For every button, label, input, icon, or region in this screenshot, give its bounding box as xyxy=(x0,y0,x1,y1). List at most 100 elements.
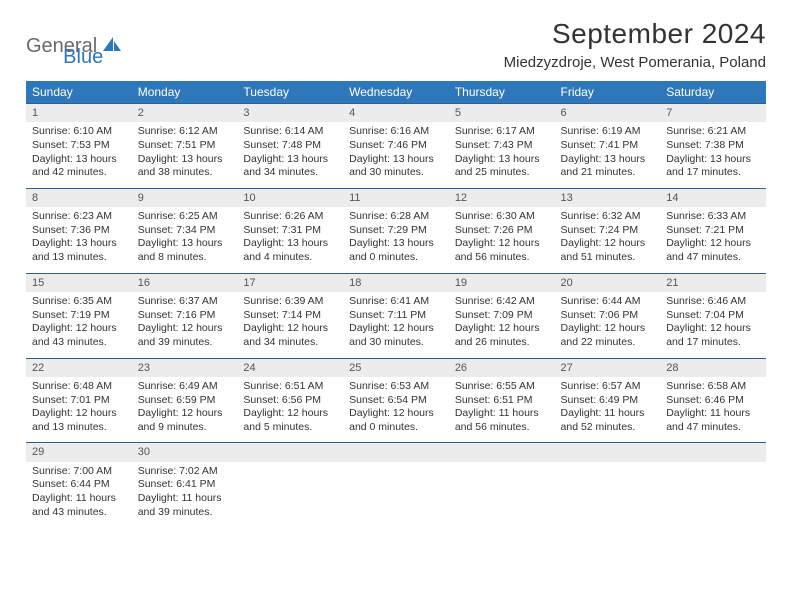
day-number: 14 xyxy=(660,188,766,207)
day-sr: Sunrise: 6:28 AM xyxy=(349,210,443,224)
day-cell: 22Sunrise: 6:48 AMSunset: 7:01 PMDayligh… xyxy=(26,358,132,443)
calendar-table: Sunday Monday Tuesday Wednesday Thursday… xyxy=(26,81,766,527)
day-number: 24 xyxy=(237,358,343,377)
day-cell: 17Sunrise: 6:39 AMSunset: 7:14 PMDayligh… xyxy=(237,273,343,358)
day-cell xyxy=(449,442,555,527)
day-d1: Daylight: 11 hours xyxy=(561,407,655,421)
day-cell: 5Sunrise: 6:17 AMSunset: 7:43 PMDaylight… xyxy=(449,103,555,188)
day-ss: Sunset: 7:11 PM xyxy=(349,309,443,323)
day-d1: Daylight: 12 hours xyxy=(32,407,126,421)
day-number: 6 xyxy=(555,103,661,122)
day-number-empty xyxy=(237,442,343,461)
day-cell xyxy=(555,442,661,527)
day-d2: and 39 minutes. xyxy=(138,506,232,520)
day-cell: 6Sunrise: 6:19 AMSunset: 7:41 PMDaylight… xyxy=(555,103,661,188)
day-ss: Sunset: 7:24 PM xyxy=(561,224,655,238)
day-d1: Daylight: 13 hours xyxy=(349,153,443,167)
dow-monday: Monday xyxy=(132,81,238,103)
day-number: 15 xyxy=(26,273,132,292)
logo-text-blue: Blue xyxy=(63,46,103,69)
week-row: 8Sunrise: 6:23 AMSunset: 7:36 PMDaylight… xyxy=(26,188,766,273)
day-body: Sunrise: 6:25 AMSunset: 7:34 PMDaylight:… xyxy=(132,207,238,273)
day-ss: Sunset: 7:14 PM xyxy=(243,309,337,323)
day-number: 5 xyxy=(449,103,555,122)
day-cell: 29Sunrise: 7:00 AMSunset: 6:44 PMDayligh… xyxy=(26,442,132,527)
day-sr: Sunrise: 6:44 AM xyxy=(561,295,655,309)
day-sr: Sunrise: 6:55 AM xyxy=(455,380,549,394)
day-ss: Sunset: 7:31 PM xyxy=(243,224,337,238)
day-number: 27 xyxy=(555,358,661,377)
day-cell: 30Sunrise: 7:02 AMSunset: 6:41 PMDayligh… xyxy=(132,442,238,527)
day-cell: 20Sunrise: 6:44 AMSunset: 7:06 PMDayligh… xyxy=(555,273,661,358)
day-d1: Daylight: 13 hours xyxy=(243,153,337,167)
day-d2: and 0 minutes. xyxy=(349,421,443,435)
day-ss: Sunset: 7:46 PM xyxy=(349,139,443,153)
day-sr: Sunrise: 6:14 AM xyxy=(243,125,337,139)
day-body: Sunrise: 6:51 AMSunset: 6:56 PMDaylight:… xyxy=(237,377,343,443)
day-body: Sunrise: 6:28 AMSunset: 7:29 PMDaylight:… xyxy=(343,207,449,273)
day-body-empty xyxy=(237,462,343,524)
day-cell xyxy=(343,442,449,527)
day-body-empty xyxy=(343,462,449,524)
day-d1: Daylight: 12 hours xyxy=(349,322,443,336)
day-sr: Sunrise: 6:58 AM xyxy=(666,380,760,394)
day-d2: and 43 minutes. xyxy=(32,336,126,350)
day-body: Sunrise: 6:33 AMSunset: 7:21 PMDaylight:… xyxy=(660,207,766,273)
day-ss: Sunset: 7:43 PM xyxy=(455,139,549,153)
dow-sunday: Sunday xyxy=(26,81,132,103)
day-d1: Daylight: 12 hours xyxy=(349,407,443,421)
day-d1: Daylight: 13 hours xyxy=(349,237,443,251)
day-number: 4 xyxy=(343,103,449,122)
day-body: Sunrise: 6:58 AMSunset: 6:46 PMDaylight:… xyxy=(660,377,766,443)
day-cell: 14Sunrise: 6:33 AMSunset: 7:21 PMDayligh… xyxy=(660,188,766,273)
day-d2: and 8 minutes. xyxy=(138,251,232,265)
day-d1: Daylight: 11 hours xyxy=(666,407,760,421)
day-number: 8 xyxy=(26,188,132,207)
day-body: Sunrise: 6:55 AMSunset: 6:51 PMDaylight:… xyxy=(449,377,555,443)
day-body: Sunrise: 6:19 AMSunset: 7:41 PMDaylight:… xyxy=(555,122,661,188)
day-ss: Sunset: 7:06 PM xyxy=(561,309,655,323)
day-body: Sunrise: 6:17 AMSunset: 7:43 PMDaylight:… xyxy=(449,122,555,188)
day-number: 12 xyxy=(449,188,555,207)
day-number: 17 xyxy=(237,273,343,292)
day-d2: and 26 minutes. xyxy=(455,336,549,350)
day-ss: Sunset: 7:26 PM xyxy=(455,224,549,238)
week-row: 15Sunrise: 6:35 AMSunset: 7:19 PMDayligh… xyxy=(26,273,766,358)
day-body: Sunrise: 7:00 AMSunset: 6:44 PMDaylight:… xyxy=(26,462,132,528)
day-ss: Sunset: 7:53 PM xyxy=(32,139,126,153)
day-cell: 11Sunrise: 6:28 AMSunset: 7:29 PMDayligh… xyxy=(343,188,449,273)
day-d1: Daylight: 12 hours xyxy=(561,322,655,336)
day-ss: Sunset: 6:59 PM xyxy=(138,394,232,408)
day-ss: Sunset: 7:21 PM xyxy=(666,224,760,238)
day-body: Sunrise: 6:46 AMSunset: 7:04 PMDaylight:… xyxy=(660,292,766,358)
day-body: Sunrise: 6:44 AMSunset: 7:06 PMDaylight:… xyxy=(555,292,661,358)
day-cell: 27Sunrise: 6:57 AMSunset: 6:49 PMDayligh… xyxy=(555,358,661,443)
day-d1: Daylight: 13 hours xyxy=(32,237,126,251)
day-d1: Daylight: 13 hours xyxy=(32,153,126,167)
day-body: Sunrise: 6:10 AMSunset: 7:53 PMDaylight:… xyxy=(26,122,132,188)
day-body: Sunrise: 6:57 AMSunset: 6:49 PMDaylight:… xyxy=(555,377,661,443)
day-d1: Daylight: 12 hours xyxy=(138,407,232,421)
day-d1: Daylight: 12 hours xyxy=(455,237,549,251)
day-cell: 13Sunrise: 6:32 AMSunset: 7:24 PMDayligh… xyxy=(555,188,661,273)
day-ss: Sunset: 7:01 PM xyxy=(32,394,126,408)
day-body: Sunrise: 6:12 AMSunset: 7:51 PMDaylight:… xyxy=(132,122,238,188)
day-number: 25 xyxy=(343,358,449,377)
day-sr: Sunrise: 6:19 AM xyxy=(561,125,655,139)
day-sr: Sunrise: 6:30 AM xyxy=(455,210,549,224)
day-cell: 9Sunrise: 6:25 AMSunset: 7:34 PMDaylight… xyxy=(132,188,238,273)
day-d1: Daylight: 11 hours xyxy=(32,492,126,506)
header: General Blue September 2024 Miedzyzdroje… xyxy=(26,18,766,71)
day-body: Sunrise: 6:42 AMSunset: 7:09 PMDaylight:… xyxy=(449,292,555,358)
day-ss: Sunset: 6:51 PM xyxy=(455,394,549,408)
day-cell: 24Sunrise: 6:51 AMSunset: 6:56 PMDayligh… xyxy=(237,358,343,443)
day-sr: Sunrise: 6:33 AM xyxy=(666,210,760,224)
day-body: Sunrise: 7:02 AMSunset: 6:41 PMDaylight:… xyxy=(132,462,238,528)
dow-friday: Friday xyxy=(555,81,661,103)
day-d2: and 13 minutes. xyxy=(32,251,126,265)
day-d2: and 17 minutes. xyxy=(666,336,760,350)
day-d2: and 22 minutes. xyxy=(561,336,655,350)
day-d2: and 9 minutes. xyxy=(138,421,232,435)
day-ss: Sunset: 6:54 PM xyxy=(349,394,443,408)
day-d2: and 52 minutes. xyxy=(561,421,655,435)
